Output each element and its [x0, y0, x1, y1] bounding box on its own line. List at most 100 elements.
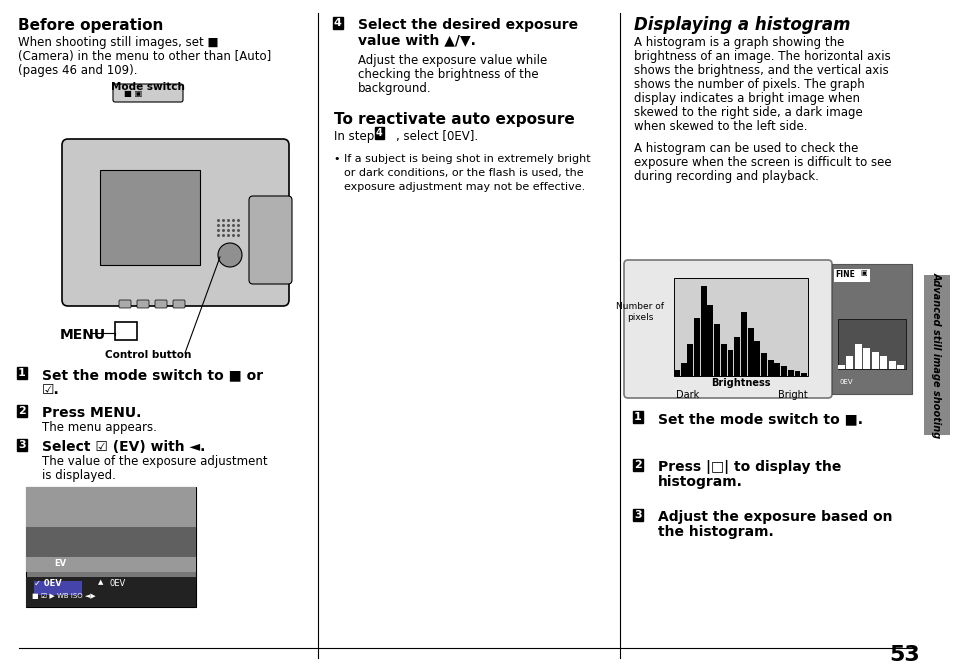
Bar [794, 371, 800, 376]
Text: Bright: Bright [778, 390, 807, 400]
Text: 4: 4 [375, 128, 382, 138]
Bar [781, 366, 786, 376]
Text: ▣: ▣ [859, 270, 865, 276]
Text: Before operation: Before operation [18, 18, 163, 33]
Text: (pages 46 and 109).: (pages 46 and 109). [18, 64, 137, 77]
Bar [923, 275, 949, 435]
Text: 4: 4 [334, 18, 341, 28]
Bar [801, 373, 806, 376]
Text: A histogram is a graph showing the: A histogram is a graph showing the [634, 36, 843, 49]
Text: ✓ 0EV: ✓ 0EV [34, 579, 62, 588]
Bar [760, 354, 766, 376]
Bar [34, 581, 82, 595]
FancyBboxPatch shape [623, 260, 831, 398]
FancyBboxPatch shape [119, 300, 131, 308]
Bar [694, 318, 700, 376]
Bar [871, 352, 878, 369]
Text: Select ☑ (EV) with ◄.: Select ☑ (EV) with ◄. [42, 440, 205, 454]
Text: Set the mode switch to ■.: Set the mode switch to ■. [658, 412, 862, 426]
Text: ■ ☑ ▶ WB ISO ◄▶: ■ ☑ ▶ WB ISO ◄▶ [32, 593, 95, 599]
Text: 3: 3 [634, 510, 641, 520]
Text: shows the brightness, and the vertical axis: shows the brightness, and the vertical a… [634, 64, 888, 77]
Text: The value of the exposure adjustment: The value of the exposure adjustment [42, 455, 268, 468]
Bar [880, 356, 886, 369]
Text: 0EV: 0EV [840, 379, 853, 385]
Text: skewed to the right side, a dark image: skewed to the right side, a dark image [634, 106, 862, 119]
FancyBboxPatch shape [249, 196, 292, 284]
Text: 2: 2 [18, 406, 26, 416]
Text: histogram.: histogram. [658, 475, 742, 489]
Text: Press |□| to display the: Press |□| to display the [658, 460, 841, 474]
Text: Select the desired exposure: Select the desired exposure [357, 18, 578, 32]
FancyBboxPatch shape [112, 84, 183, 102]
Text: value with ▲/▼.: value with ▲/▼. [357, 33, 476, 47]
Text: • If a subject is being shot in extremely bright: • If a subject is being shot in extremel… [334, 154, 590, 164]
Text: 53: 53 [888, 645, 919, 665]
Text: display indicates a bright image when: display indicates a bright image when [634, 92, 859, 105]
Text: Press MENU.: Press MENU. [42, 406, 141, 420]
Text: EV: EV [54, 559, 66, 568]
Text: Brightness: Brightness [711, 378, 770, 388]
Bar [720, 344, 726, 376]
FancyBboxPatch shape [154, 300, 167, 308]
Text: exposure adjustment may not be effective.: exposure adjustment may not be effective… [344, 182, 584, 192]
Bar [26, 527, 195, 557]
Text: 3: 3 [18, 440, 26, 450]
FancyBboxPatch shape [62, 139, 289, 306]
Text: MENU: MENU [60, 328, 106, 342]
Text: Control button: Control button [105, 350, 191, 360]
Text: during recording and playback.: during recording and playback. [634, 170, 818, 183]
Bar [26, 487, 195, 607]
Bar [26, 487, 195, 572]
Text: , select [0EV].: , select [0EV]. [395, 130, 477, 143]
Bar [888, 360, 895, 369]
Text: In step: In step [334, 130, 377, 143]
Text: background.: background. [357, 82, 431, 95]
Text: Adjust the exposure based on: Adjust the exposure based on [658, 510, 892, 524]
Text: A histogram can be used to check the: A histogram can be used to check the [634, 142, 858, 155]
FancyBboxPatch shape [137, 300, 149, 308]
Text: 2: 2 [634, 460, 641, 470]
Bar [680, 363, 686, 376]
Bar [740, 311, 746, 376]
Bar [831, 264, 911, 394]
Text: ▲: ▲ [98, 579, 103, 585]
Text: FINE: FINE [834, 270, 854, 279]
Text: 1: 1 [18, 368, 26, 378]
Bar [897, 365, 903, 369]
Bar [767, 360, 773, 376]
Text: the histogram.: the histogram. [658, 525, 773, 539]
Bar [862, 348, 869, 369]
Bar [673, 278, 807, 376]
Bar [727, 350, 733, 376]
Bar [707, 305, 713, 376]
Text: Mode switch: Mode switch [111, 82, 185, 92]
Text: or dark conditions, or the flash is used, the: or dark conditions, or the flash is used… [344, 168, 583, 178]
Bar [115, 322, 137, 340]
Bar [774, 363, 780, 376]
Text: (Camera) in the menu to other than [Auto]: (Camera) in the menu to other than [Auto… [18, 50, 271, 63]
Text: is displayed.: is displayed. [42, 469, 115, 482]
Bar [26, 577, 195, 607]
Text: ■ ▣: ■ ▣ [124, 89, 142, 98]
Text: Displaying a histogram: Displaying a histogram [634, 16, 850, 34]
Text: The menu appears.: The menu appears. [42, 421, 156, 434]
Bar [100, 170, 200, 265]
Bar [687, 344, 693, 376]
Bar [833, 269, 869, 282]
Text: exposure when the screen is difficult to see: exposure when the screen is difficult to… [634, 156, 891, 169]
Bar [787, 370, 793, 376]
Bar [754, 341, 760, 376]
Bar [734, 338, 740, 376]
Text: 0EV: 0EV [110, 579, 126, 588]
Text: checking the brightness of the: checking the brightness of the [357, 68, 538, 81]
Bar [714, 325, 720, 376]
Text: 1: 1 [634, 412, 641, 422]
Bar [700, 286, 706, 376]
Text: shows the number of pixels. The graph: shows the number of pixels. The graph [634, 78, 863, 91]
Text: Set the mode switch to ■ or: Set the mode switch to ■ or [42, 368, 263, 382]
Text: When shooting still images, set ■: When shooting still images, set ■ [18, 36, 218, 49]
Text: Advanced still image shooting: Advanced still image shooting [931, 272, 941, 438]
Text: when skewed to the left side.: when skewed to the left side. [634, 120, 806, 133]
Circle shape [218, 243, 242, 267]
